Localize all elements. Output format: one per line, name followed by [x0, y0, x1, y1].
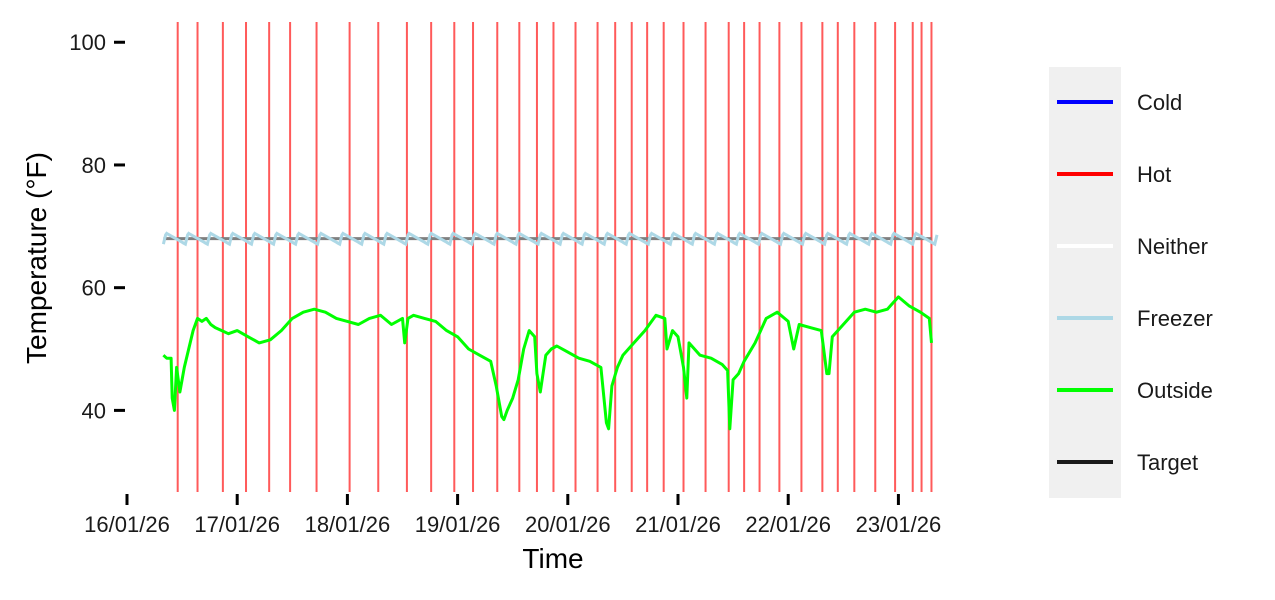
y-tick-label-0: 40 — [82, 398, 106, 423]
hot-event-lines — [176, 22, 933, 492]
x-tick-label-4: 20/01/26 — [525, 512, 611, 537]
y-axis-title: Temperature (°F) — [21, 152, 52, 364]
x-axis: 16/01/26 17/01/26 18/01/26 19/01/26 20/01/26… — [84, 494, 941, 537]
y-tick-label-3: 100 — [69, 30, 106, 55]
x-tick-label-6: 22/01/26 — [745, 512, 831, 537]
x-tick-label-5: 21/01/26 — [635, 512, 721, 537]
legend: Cold Hot Neither Freezer Outside Target — [1049, 67, 1213, 498]
legend-label-neither: Neither — [1137, 234, 1208, 259]
x-tick-label-1: 17/01/26 — [194, 512, 280, 537]
y-tick-label-2: 80 — [82, 153, 106, 178]
legend-label-freezer: Freezer — [1137, 306, 1213, 331]
x-tick-label-7: 23/01/26 — [856, 512, 942, 537]
legend-label-target: Target — [1137, 450, 1198, 475]
series-layer — [161, 231, 939, 431]
y-tick-label-1: 60 — [82, 276, 106, 301]
outside-line — [162, 295, 933, 431]
freezer-line — [161, 231, 939, 247]
x-tick-label-2: 18/01/26 — [305, 512, 391, 537]
legend-label-outside: Outside — [1137, 378, 1213, 403]
legend-label-hot: Hot — [1137, 162, 1171, 187]
legend-label-cold: Cold — [1137, 90, 1182, 115]
y-axis: 40 60 80 100 — [69, 30, 125, 423]
x-tick-label-3: 19/01/26 — [415, 512, 501, 537]
legend-background — [1049, 67, 1121, 498]
x-tick-label-0: 16/01/26 — [84, 512, 170, 537]
x-axis-title: Time — [522, 543, 583, 574]
